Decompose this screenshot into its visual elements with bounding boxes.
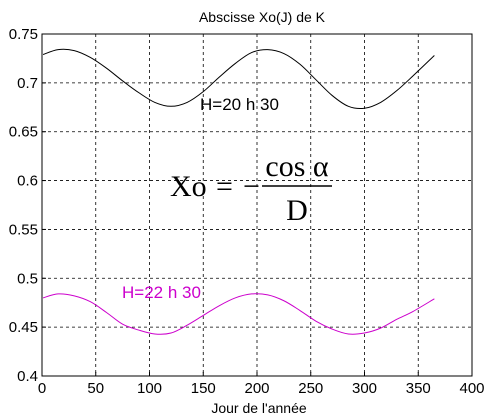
y-tick-label: 0.5 [17,270,38,287]
x-tick-label: 0 [38,380,46,397]
x-tick-label: 300 [352,380,377,397]
series-layer [42,48,435,335]
formula: Xo = − cos α D [170,150,332,227]
x-tick-label: 50 [87,380,104,397]
series-line-magenta [42,293,435,335]
chart-title: Abscisse Xo(J) de K [199,9,326,25]
y-tick-labels: 0.4 0.45 0.5 0.55 0.6 0.65 0.7 0.75 [9,26,38,385]
y-tick-label: 0.6 [17,173,38,190]
y-tick-label: 0.7 [17,75,38,92]
formula-denominator: D [286,194,308,227]
x-tick-label: 100 [137,380,162,397]
formula-lhs: Xo [170,170,207,203]
formula-numerator: cos α [265,150,328,183]
x-tick-label: 250 [298,380,323,397]
x-tick-label: 150 [191,380,216,397]
formula-minus: − [243,170,260,203]
x-tick-label: 400 [459,380,484,397]
axis-ticks [41,33,473,377]
x-tick-label: 350 [406,380,431,397]
y-tick-label: 0.4 [17,368,38,385]
x-axis-title: Jour de l'année [211,400,307,416]
y-tick-label: 0.55 [9,221,38,238]
y-tick-label: 0.75 [9,26,38,43]
formula-equals: = [216,170,233,203]
series-label-magenta: H=22 h 30 [122,283,201,302]
y-tick-label: 0.65 [9,124,38,141]
x-tick-labels: 0 50 100 150 200 250 300 350 400 [38,380,485,397]
x-tick-label: 200 [244,380,269,397]
series-line-black [42,48,435,110]
grid-lines [42,34,472,376]
y-tick-label: 0.45 [9,319,38,336]
series-label-black: H=20 h 30 [200,95,279,114]
